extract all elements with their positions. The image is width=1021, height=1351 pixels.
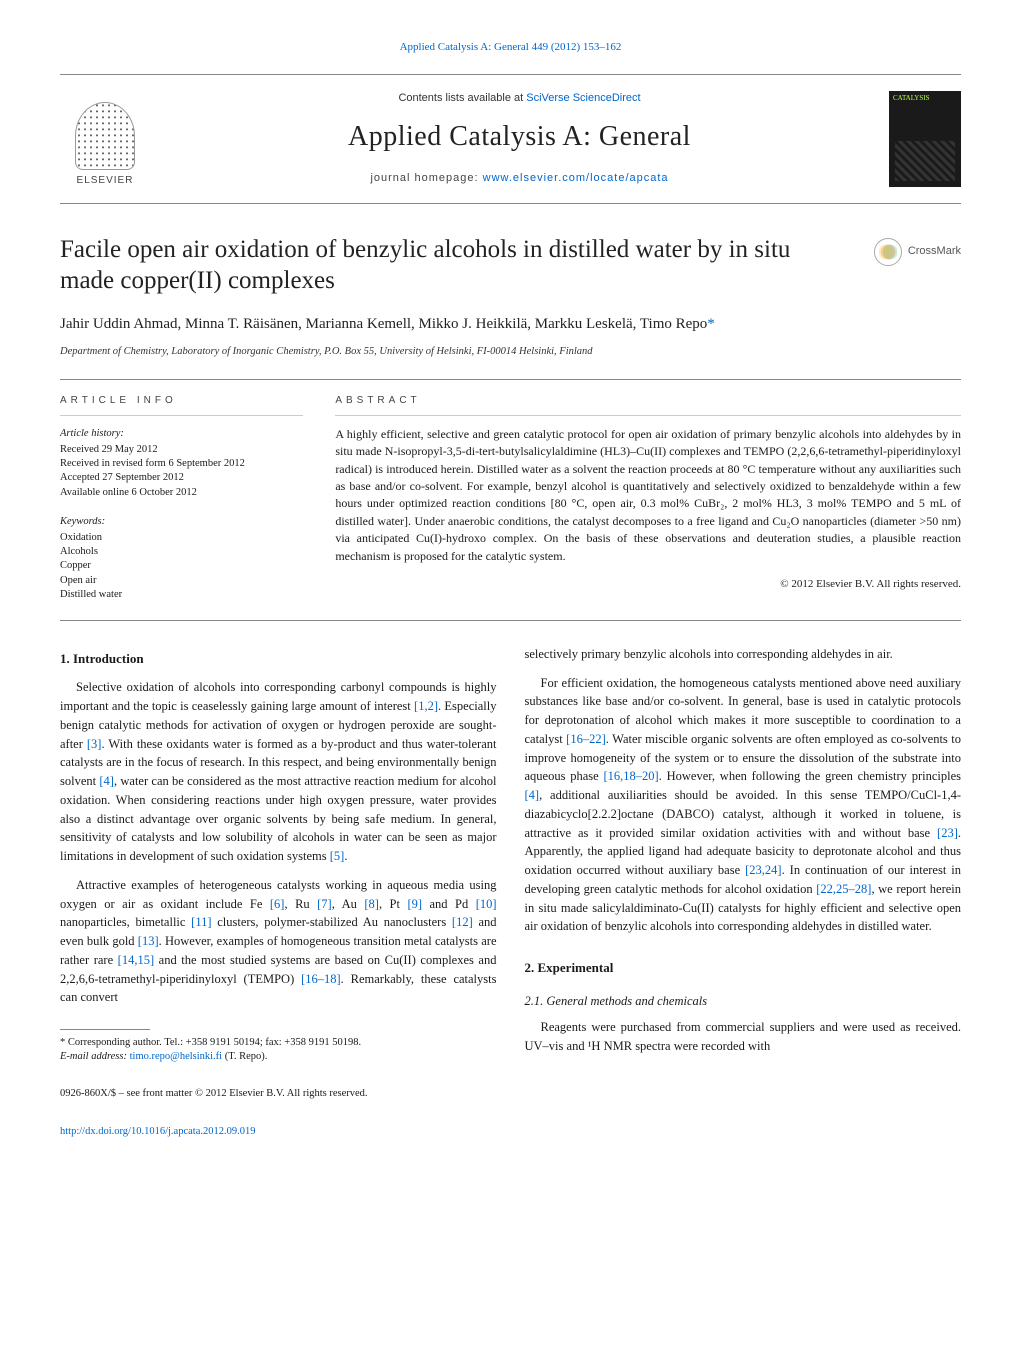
paragraph: Reagents were purchased from commercial … xyxy=(525,1018,962,1056)
abstract-panel: abstract A highly efficient, selective a… xyxy=(335,394,961,601)
column-left: 1. Introduction Selective oxidation of a… xyxy=(60,645,497,1140)
ref-link[interactable]: [10] xyxy=(476,897,497,911)
contents-prefix: Contents lists available at xyxy=(398,92,526,104)
email-link[interactable]: timo.repo@helsinki.fi xyxy=(130,1051,223,1062)
section-2-heading: 2. Experimental xyxy=(525,958,962,978)
author-list: Jahir Uddin Ahmad, Minna T. Räisänen, Ma… xyxy=(60,314,961,336)
crossmark-label: CrossMark xyxy=(908,244,961,260)
keywords-label: Keywords: xyxy=(60,514,303,529)
ref-link[interactable]: [16,18–20] xyxy=(603,769,658,783)
title-block: Facile open air oxidation of benzylic al… xyxy=(60,234,961,297)
keyword-item: Alcohols xyxy=(60,545,303,559)
section-1-heading: 1. Introduction xyxy=(60,649,497,669)
doi-link[interactable]: http://dx.doi.org/10.1016/j.apcata.2012.… xyxy=(60,1126,256,1137)
email-footnote: E-mail address: timo.repo@helsinki.fi (T… xyxy=(60,1050,497,1064)
paragraph: For efficient oxidation, the homogeneous… xyxy=(525,674,962,937)
abstract-copyright: © 2012 Elsevier B.V. All rights reserved… xyxy=(335,577,961,593)
paragraph: Selective oxidation of alcohols into cor… xyxy=(60,678,497,866)
corresponding-footnote: * Corresponding author. Tel.: +358 9191 … xyxy=(60,1036,497,1050)
ref-link[interactable]: [11] xyxy=(191,915,211,929)
article-info-heading: article info xyxy=(60,394,303,416)
paragraph: Attractive examples of heterogeneous cat… xyxy=(60,876,497,1007)
journal-name: Applied Catalysis A: General xyxy=(170,117,869,158)
journal-header: ELSEVIER Contents lists available at Sci… xyxy=(60,74,961,204)
ref-link[interactable]: [23,24] xyxy=(745,863,781,877)
keyword-item: Copper xyxy=(60,559,303,573)
history-revised: Received in revised form 6 September 201… xyxy=(60,457,303,471)
article-info-panel: article info Article history: Received 2… xyxy=(60,394,303,601)
homepage-prefix: journal homepage: xyxy=(370,172,482,184)
body-columns: 1. Introduction Selective oxidation of a… xyxy=(60,645,961,1140)
ref-link[interactable]: [4] xyxy=(99,774,114,788)
history-label: Article history: xyxy=(60,426,303,441)
ref-link[interactable]: [12] xyxy=(452,915,473,929)
ref-link[interactable]: [3] xyxy=(87,737,102,751)
ref-link[interactable]: [16–18] xyxy=(301,972,341,986)
homepage-line: journal homepage: www.elsevier.com/locat… xyxy=(170,171,869,187)
ref-link[interactable]: [4] xyxy=(525,788,540,802)
corresponding-marker: * xyxy=(707,316,715,332)
email-suffix: (T. Repo). xyxy=(222,1051,267,1062)
ref-link[interactable]: [6] xyxy=(270,897,285,911)
homepage-link[interactable]: www.elsevier.com/locate/apcata xyxy=(483,172,669,184)
ref-link[interactable]: [13] xyxy=(138,934,159,948)
column-right: selectively primary benzylic alcohols in… xyxy=(525,645,962,1140)
contents-line: Contents lists available at SciVerse Sci… xyxy=(170,91,869,107)
abstract-heading: abstract xyxy=(335,394,961,416)
history-accepted: Accepted 27 September 2012 xyxy=(60,471,303,485)
journal-citation-link[interactable]: Applied Catalysis A: General 449 (2012) … xyxy=(400,41,622,53)
elsevier-tree-icon xyxy=(75,102,135,170)
ref-link[interactable]: [9] xyxy=(407,897,422,911)
ref-link[interactable]: [16–22] xyxy=(566,732,606,746)
email-label: E-mail address: xyxy=(60,1051,130,1062)
publisher-name: ELSEVIER xyxy=(77,174,134,189)
publisher-logo: ELSEVIER xyxy=(60,89,150,189)
crossmark-widget[interactable]: CrossMark xyxy=(874,238,961,266)
thumb-title: CATALYSIS xyxy=(893,95,957,103)
ref-link[interactable]: [22,25–28] xyxy=(816,882,871,896)
sciencedirect-link[interactable]: SciVerse ScienceDirect xyxy=(526,92,640,104)
journal-citation: Applied Catalysis A: General 449 (2012) … xyxy=(60,40,961,56)
journal-cover-thumb: CATALYSIS xyxy=(889,91,961,187)
history-received: Received 29 May 2012 xyxy=(60,443,303,457)
section-2-1-heading: 2.1. General methods and chemicals xyxy=(525,992,962,1011)
history-online: Available online 6 October 2012 xyxy=(60,486,303,500)
keyword-item: Distilled water xyxy=(60,588,303,602)
ref-link[interactable]: [7] xyxy=(317,897,332,911)
paragraph: selectively primary benzylic alcohols in… xyxy=(525,645,962,664)
ref-link[interactable]: [14,15] xyxy=(118,953,154,967)
header-center: Contents lists available at SciVerse Sci… xyxy=(150,91,889,187)
abstract-text: A highly efficient, selective and green … xyxy=(335,426,961,565)
authors-text: Jahir Uddin Ahmad, Minna T. Räisänen, Ma… xyxy=(60,316,707,332)
article-meta: article info Article history: Received 2… xyxy=(60,379,961,620)
affiliation: Department of Chemistry, Laboratory of I… xyxy=(60,344,961,359)
keyword-item: Oxidation xyxy=(60,531,303,545)
crossmark-icon xyxy=(874,238,902,266)
article-title: Facile open air oxidation of benzylic al… xyxy=(60,234,961,297)
keyword-item: Open air xyxy=(60,574,303,588)
ref-link[interactable]: [23] xyxy=(937,826,958,840)
ref-link[interactable]: [1,2] xyxy=(414,699,438,713)
ref-link[interactable]: [5] xyxy=(330,849,345,863)
ref-link[interactable]: [8] xyxy=(364,897,379,911)
doi-line: http://dx.doi.org/10.1016/j.apcata.2012.… xyxy=(60,1124,497,1140)
front-matter-line: 0926-860X/$ – see front matter © 2012 El… xyxy=(60,1086,497,1102)
footnote-rule xyxy=(60,1029,150,1030)
